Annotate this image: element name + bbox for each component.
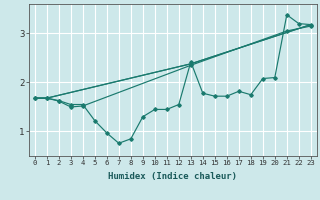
X-axis label: Humidex (Indice chaleur): Humidex (Indice chaleur) — [108, 172, 237, 181]
